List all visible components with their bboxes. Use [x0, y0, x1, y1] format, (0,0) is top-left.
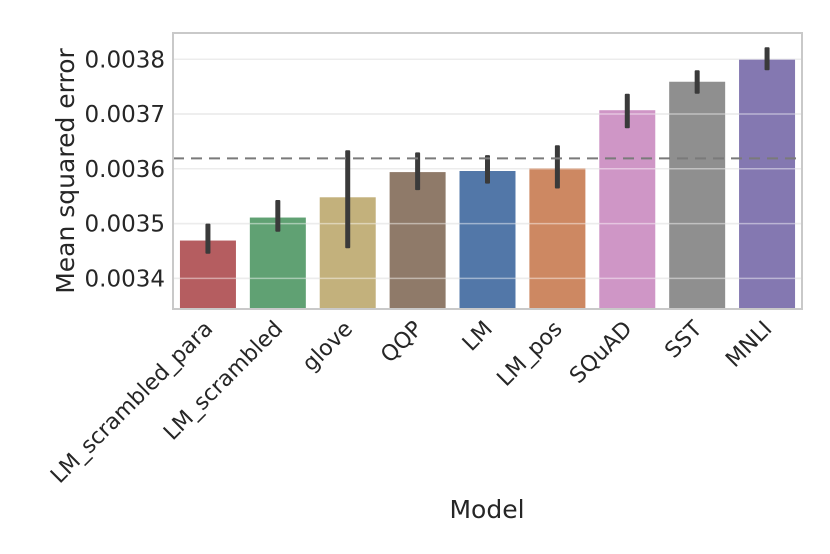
ytick-label-0.0037: 0.0037 [85, 102, 165, 128]
bar-MNLI [739, 59, 796, 310]
errorbar-SQuAD [624, 93, 630, 129]
bar-SST [669, 81, 726, 309]
xtick-label-glove: glove [298, 317, 358, 377]
bar-LM_scrambled [249, 217, 306, 309]
errorbar-LM [485, 155, 490, 184]
ytick-label-0.0034: 0.0034 [85, 266, 165, 292]
bar-LM_pos [529, 168, 586, 309]
ytick-label-0.0036: 0.0036 [85, 157, 165, 183]
errorbar-glove [345, 150, 351, 249]
bar-SQuAD [599, 110, 656, 309]
ytick-label-0.0038: 0.0038 [85, 47, 165, 73]
xtick-label-SQuAD: SQuAD [565, 317, 637, 389]
xtick-label-MNLI: MNLI [721, 317, 777, 373]
plot-area: 0.0034 0.0035 0.0036 0.0037 0.0038 LM_scrambl… [46, 32, 803, 489]
errorbar-MNLI [764, 47, 770, 71]
xtick-label-QQP: QQP [376, 317, 428, 369]
y-axis-label: Mean squared error [51, 47, 80, 293]
errorbar-SST [694, 70, 700, 94]
errorbar-LM_scrambled [275, 200, 281, 232]
x-axis-label: Model [449, 495, 524, 524]
bar-QQP [389, 172, 446, 309]
errorbar-QQP [415, 152, 421, 191]
xtick-label-LM_pos: LM_pos [493, 317, 568, 392]
xtick-label-SST: SST [660, 316, 707, 363]
xtick-label-LM_scrambled: LM_scrambled [159, 317, 288, 446]
ytick-label-0.0035: 0.0035 [85, 212, 165, 238]
errorbar-LM_scrambled_para [205, 223, 211, 254]
plot-border [172, 32, 803, 310]
xtick-label-LM: LM [458, 317, 498, 357]
errorbar-LM_pos [554, 145, 560, 189]
bar-LM [459, 171, 516, 309]
